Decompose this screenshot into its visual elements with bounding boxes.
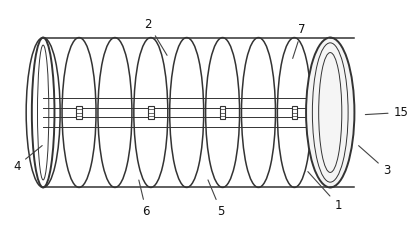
Text: 6: 6 (139, 180, 150, 218)
Text: 3: 3 (358, 146, 390, 177)
Text: 15: 15 (364, 106, 407, 119)
Ellipse shape (305, 38, 353, 187)
Bar (148, 106, 153, 119)
Text: 4: 4 (13, 146, 42, 173)
Text: 1: 1 (307, 172, 341, 212)
Bar (219, 106, 225, 119)
Text: 7: 7 (292, 23, 305, 58)
Bar (76, 106, 82, 119)
Text: 2: 2 (144, 18, 166, 55)
Text: 5: 5 (207, 180, 224, 218)
Bar (291, 106, 297, 119)
